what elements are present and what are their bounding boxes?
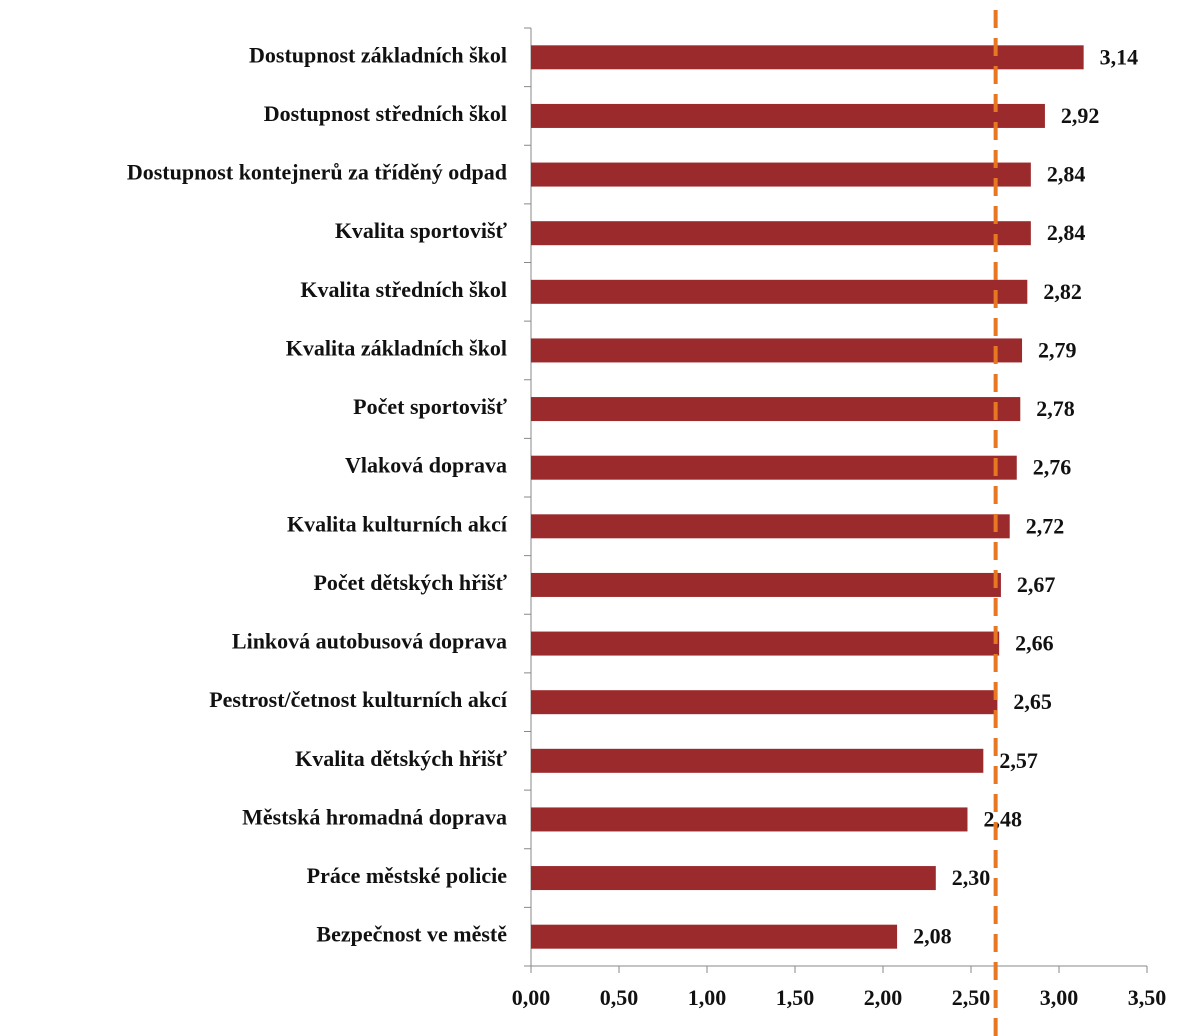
bar: [531, 279, 1028, 304]
value-label: 2,65: [1013, 689, 1052, 714]
category-label: Městská hromadná doprava: [242, 804, 507, 829]
value-label: 2,79: [1038, 337, 1077, 362]
value-label: 2,67: [1017, 572, 1055, 597]
bar: [531, 866, 936, 891]
x-tick-label: 0,50: [600, 985, 639, 1010]
bar: [531, 514, 1010, 539]
value-label: 2,30: [952, 865, 991, 890]
category-label: Pestrost/četnost kulturních akcí: [209, 687, 508, 712]
value-label: 2,92: [1061, 103, 1100, 128]
bar: [531, 690, 998, 715]
bar: [531, 631, 1000, 656]
category-label: Práce městské policie: [307, 863, 508, 888]
category-label: Kvalita základních škol: [286, 335, 507, 360]
bar: [531, 338, 1023, 363]
bar: [531, 397, 1021, 422]
x-tick-label: 1,00: [688, 985, 727, 1010]
category-label: Vlaková doprava: [345, 453, 507, 478]
category-label: Počet sportovišť: [353, 394, 507, 419]
bar: [531, 162, 1031, 187]
value-label: 2,08: [913, 924, 952, 949]
x-tick-label: 3,00: [1040, 985, 1079, 1010]
value-label: 2,84: [1047, 220, 1086, 245]
bar: [531, 924, 898, 949]
value-label: 2,84: [1047, 162, 1086, 187]
value-label: 2,57: [999, 748, 1038, 773]
value-label: 3,14: [1100, 44, 1139, 69]
category-label: Dostupnost středních škol: [264, 101, 507, 126]
bar: [531, 103, 1045, 128]
category-label: Kvalita sportovišť: [335, 218, 508, 243]
bar: [531, 45, 1084, 70]
category-label: Kvalita středních škol: [300, 277, 507, 302]
category-label: Linková autobusová doprava: [232, 629, 507, 654]
value-label: 2,78: [1036, 396, 1075, 421]
value-label: 2,66: [1015, 631, 1053, 656]
value-label: 2,48: [983, 806, 1022, 831]
value-label: 2,82: [1043, 279, 1082, 304]
category-label: Dostupnost kontejnerů za tříděný odpad: [127, 160, 507, 185]
bar: [531, 572, 1001, 597]
category-label: Kvalita dětských hřišť: [295, 746, 507, 771]
category-label: Bezpečnost ve městě: [316, 922, 507, 947]
category-label: Počet dětských hřišť: [313, 570, 507, 595]
x-tick-label: 3,50: [1128, 985, 1167, 1010]
bar: [531, 748, 984, 773]
x-tick-label: 0,00: [512, 985, 551, 1010]
x-tick-label: 1,50: [776, 985, 815, 1010]
value-label: 2,76: [1033, 455, 1072, 480]
x-tick-label: 2,00: [864, 985, 903, 1010]
x-tick-label: 2,50: [952, 985, 991, 1010]
bar: [531, 455, 1017, 480]
value-label: 2,72: [1026, 513, 1065, 538]
category-label: Dostupnost základních škol: [249, 42, 507, 67]
bar: [531, 807, 968, 832]
bar: [531, 221, 1031, 246]
category-label: Kvalita kulturních akcí: [287, 511, 508, 536]
